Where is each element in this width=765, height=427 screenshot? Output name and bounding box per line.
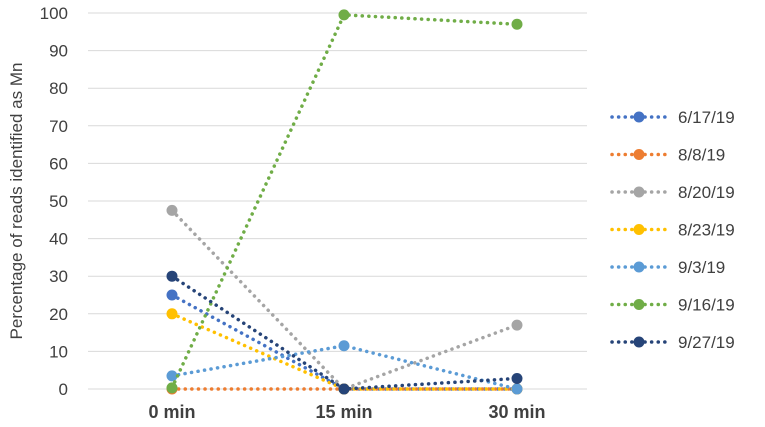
legend-item: 8/23/19 [610,221,735,240]
gridlines [88,12,587,390]
y-tick-label: 60 [49,154,68,173]
series-9-3-19 [166,340,523,395]
data-point [166,289,178,301]
legend-marker [633,336,645,348]
legend-marker [633,111,645,123]
data-point [166,204,178,216]
legend-label: 8/8/19 [678,146,725,165]
data-point [338,9,350,21]
legend-marker [633,261,645,273]
x-tick-label: 0 min [148,402,195,422]
legend-item: 9/16/19 [610,296,735,315]
series-8-20-19 [166,204,523,395]
legend-label: 9/16/19 [678,296,735,315]
series-line [170,208,519,392]
y-tick-label: 70 [49,117,68,136]
series-line [170,343,519,391]
legend-label: 6/17/19 [678,108,735,127]
legend-item: 9/3/19 [610,258,725,277]
data-point [166,270,178,282]
data-point [166,382,178,394]
y-axis-label: Percentage of reads identified as Mn [7,63,26,340]
y-tick-label: 90 [49,42,68,61]
series-9-27-19 [166,270,523,395]
legend-label: 8/20/19 [678,183,735,202]
y-tick-label: 0 [59,380,68,399]
data-point [511,383,523,395]
series [166,9,523,395]
legend-marker [633,224,645,235]
legend-marker [633,299,645,310]
y-tick-label: 50 [49,192,68,211]
data-point [511,372,523,384]
legend-marker [633,149,645,160]
y-tick-label: 40 [49,230,68,249]
x-tick-label: 15 min [315,402,372,422]
y-tick-label: 80 [49,79,68,98]
x-axis-ticks: 0 min 15 min 30 min [148,402,545,422]
legend-item: 8/20/19 [610,183,735,202]
y-tick-label: 30 [49,267,68,286]
y-tick-label: 20 [49,305,68,324]
y-tick-label: 10 [49,342,68,361]
legend-item: 9/27/19 [610,333,735,352]
legend-label: 9/3/19 [678,258,725,277]
legend-marker [633,186,645,198]
series-9-16-19 [166,9,523,394]
legend-item: 8/8/19 [610,146,725,165]
data-point [511,18,523,30]
y-tick-label: 100 [40,4,68,23]
data-point [338,340,350,352]
x-tick-label: 30 min [488,402,545,422]
data-point [166,370,178,382]
data-point [166,308,178,320]
legend-label: 8/23/19 [678,221,735,240]
legend: 6/17/19 8/8/19 8/20/19 8/23/19 9/3/19 9/16/19… [610,108,735,352]
series-line [170,312,519,391]
series-line [170,274,519,391]
y-axis-ticks: 0 10 20 30 40 50 60 70 80 90 100 [40,4,68,399]
legend-item: 6/17/19 [610,108,735,127]
data-point [511,319,523,331]
data-point [338,383,350,395]
legend-label: 9/27/19 [678,333,735,352]
